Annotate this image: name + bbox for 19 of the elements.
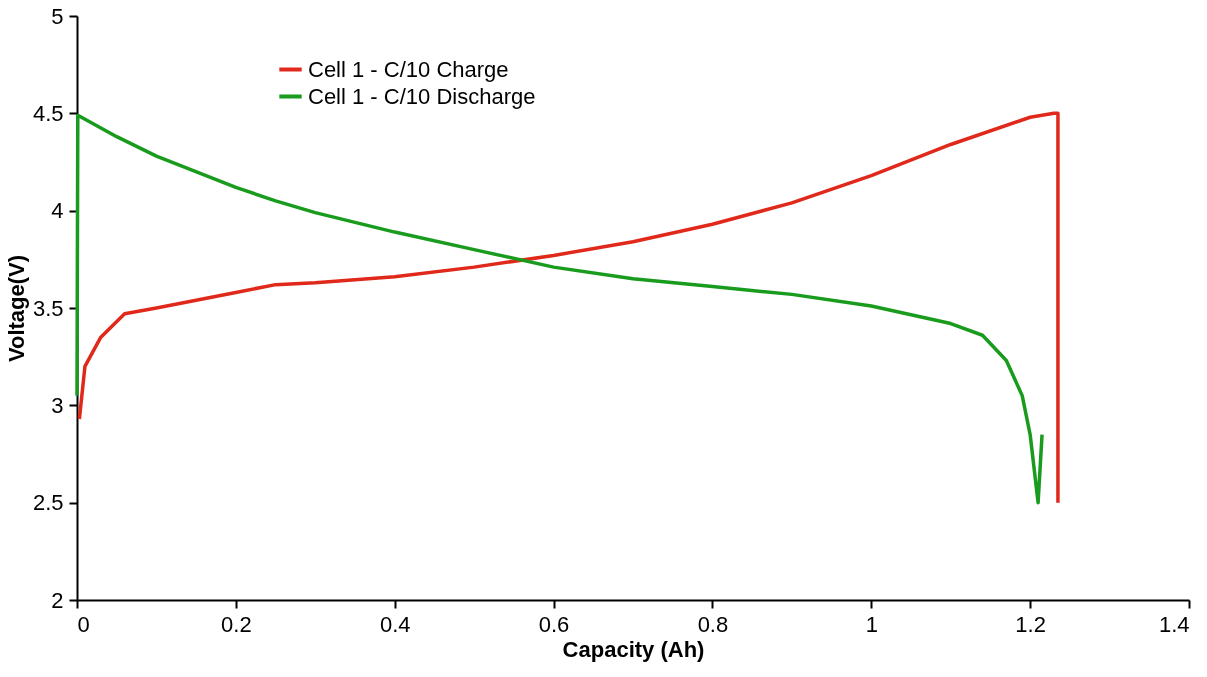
x-tick-label: 0 bbox=[77, 611, 90, 637]
x-tick-label: 1.4 bbox=[1158, 611, 1190, 637]
x-tick-label: 0.6 bbox=[538, 611, 570, 637]
y-tick-label: 3.5 bbox=[32, 295, 64, 321]
y-tick-label: 5 bbox=[51, 3, 64, 29]
x-axis-title: Capacity (Ah) bbox=[562, 636, 705, 662]
y-tick-label: 4 bbox=[51, 198, 64, 224]
x-tick-label: 1.2 bbox=[1015, 611, 1046, 637]
y-tick-label: 2 bbox=[51, 587, 64, 613]
y-tick-label: 4.5 bbox=[32, 100, 64, 126]
legend-label: Cell 1 - C/10 Charge bbox=[308, 56, 509, 82]
x-tick-label: 1 bbox=[865, 611, 878, 637]
y-tick-label: 2.5 bbox=[32, 490, 64, 516]
legend-label: Cell 1 - C/10 Discharge bbox=[308, 83, 536, 109]
y-axis-title: Voltage(V) bbox=[3, 254, 29, 363]
x-tick-label: 0.4 bbox=[379, 611, 411, 637]
x-tick-label: 0.8 bbox=[697, 611, 729, 637]
y-tick-label: 3 bbox=[51, 392, 64, 418]
x-tick-label: 0.2 bbox=[221, 611, 252, 637]
